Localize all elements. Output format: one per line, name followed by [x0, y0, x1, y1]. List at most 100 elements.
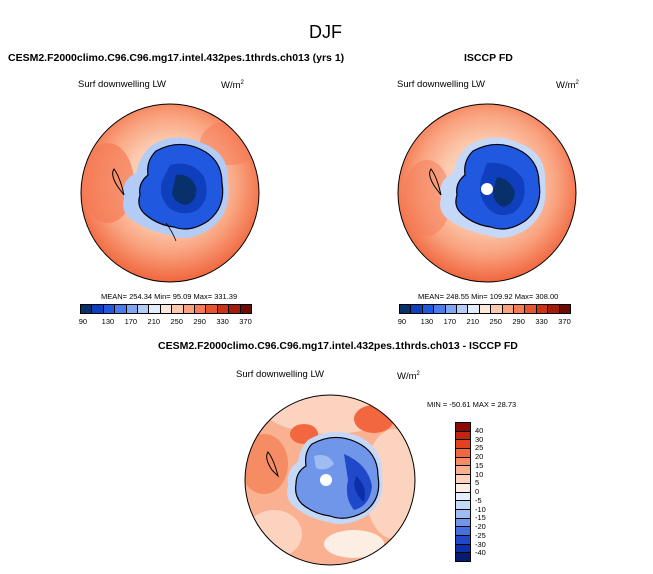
colorbar-swatch	[137, 305, 149, 313]
colorbar-tick-label: 210	[147, 317, 161, 326]
obs-panel-title: ISCCP FD	[464, 52, 513, 64]
model-stats: MEAN= 254.34 Min= 95.09 Max= 331.39	[101, 292, 238, 301]
colorbar-tick-label: -20	[475, 522, 486, 531]
colorbar-swatch	[456, 456, 470, 466]
colorbar-tick-label: 290	[512, 317, 525, 326]
colorbar-swatch	[91, 305, 103, 313]
colorbar-swatch	[239, 305, 252, 313]
colorbar-swatch	[456, 500, 470, 509]
colorbar-swatch	[456, 517, 470, 527]
colorbar-swatch	[456, 534, 470, 544]
diff-polar-map	[244, 394, 416, 566]
obs-colorbar-ticks: 90 130 170 210 250 290 330 370	[397, 317, 571, 327]
colorbar-swatch	[194, 305, 206, 313]
colorbar-tick-label: 370	[239, 317, 252, 326]
diff-stats: MIN = -50.61 MAX = 28.73	[427, 400, 517, 409]
obs-units-label: W/m2	[556, 80, 579, 92]
colorbar-tick-label: 40	[475, 425, 484, 435]
obs-polar-map	[397, 103, 577, 283]
colorbar-swatch	[205, 305, 217, 313]
colorbar-tick-label: 5	[475, 478, 480, 488]
colorbar-swatch	[456, 482, 470, 492]
diff-variable-label: Surf downwelling LW	[236, 369, 325, 380]
colorbar-tick-label: -40	[475, 548, 486, 558]
diff-pole-hole	[320, 474, 332, 486]
colorbar-tick-label: 130	[420, 317, 434, 326]
diff-units-label: W/m2	[397, 371, 420, 383]
colorbar-swatch	[456, 474, 470, 483]
colorbar-swatch	[456, 491, 470, 501]
colorbar-swatch	[456, 305, 468, 313]
obs-colorbar	[399, 304, 571, 314]
colorbar-swatch	[114, 305, 126, 313]
colorbar-tick-label: -5	[475, 495, 482, 505]
obs-pole-hole	[481, 183, 493, 195]
model-variable-label: Surf downwelling LW	[78, 79, 167, 90]
colorbar-swatch	[558, 305, 571, 313]
colorbar-tick-label: -15	[475, 513, 486, 523]
colorbar-swatch	[467, 305, 479, 313]
colorbar-swatch	[456, 423, 470, 431]
colorbar-swatch	[410, 305, 422, 313]
obs-stats: MEAN= 248.55 Min= 109.92 Max= 308.00	[418, 292, 559, 301]
colorbar-tick-label: -10	[475, 504, 486, 514]
colorbar-swatch	[513, 305, 525, 313]
colorbar-swatch	[456, 526, 470, 535]
colorbar-swatch	[456, 448, 470, 457]
colorbar-tick-label: 370	[558, 317, 571, 326]
colorbar-tick-label: 250	[170, 317, 183, 326]
colorbar-swatch	[456, 508, 470, 518]
diff-colorbar	[455, 422, 471, 562]
colorbar-tick-label: 90	[78, 317, 88, 326]
colorbar-swatch	[456, 543, 470, 553]
diff-panel-title: CESM2.F2000climo.C96.C96.mg17.intel.432p…	[158, 340, 518, 352]
colorbar-swatch	[456, 465, 470, 475]
colorbar-tick-label: 170	[443, 317, 457, 326]
obs-variable-label: Surf downwelling LW	[397, 79, 486, 90]
colorbar-tick-label: 330	[216, 317, 229, 326]
colorbar-tick-label: 170	[124, 317, 138, 326]
colorbar-swatch	[171, 305, 183, 313]
colorbar-tick-label: -30	[475, 539, 486, 549]
colorbar-tick-label: 10	[475, 469, 484, 479]
model-colorbar	[80, 304, 252, 314]
colorbar-swatch	[456, 439, 470, 449]
colorbar-swatch	[433, 305, 445, 313]
model-warm-patch	[82, 143, 134, 223]
colorbar-swatch	[81, 305, 92, 313]
model-colorbar-ticks: 90 130 170 210 250 290 330 370	[78, 317, 252, 327]
colorbar-tick-label: -25	[475, 530, 486, 540]
colorbar-swatch	[400, 305, 411, 313]
colorbar-swatch	[456, 552, 470, 561]
colorbar-tick-label: 250	[489, 317, 502, 326]
colorbar-swatch	[148, 305, 160, 313]
colorbar-tick-label: 130	[101, 317, 115, 326]
figure-title: DJF	[309, 22, 342, 42]
colorbar-tick-label: 330	[535, 317, 548, 326]
colorbar-swatch	[182, 305, 195, 313]
colorbar-swatch	[125, 305, 138, 313]
colorbar-swatch	[456, 430, 470, 440]
colorbar-tick-label: 210	[466, 317, 480, 326]
colorbar-swatch	[228, 305, 240, 313]
colorbar-tick-label: 90	[397, 317, 407, 326]
model-panel-title: CESM2.F2000climo.C96.C96.mg17.intel.432p…	[8, 52, 345, 64]
colorbar-swatch	[421, 305, 434, 313]
colorbar-tick-label: 15	[475, 460, 484, 470]
colorbar-swatch	[490, 305, 502, 313]
model-units-label: W/m2	[221, 80, 244, 92]
colorbar-tick-label: 30	[475, 434, 484, 444]
colorbar-swatch	[501, 305, 514, 313]
colorbar-tick-label: 0	[475, 487, 480, 496]
colorbar-swatch	[216, 305, 229, 313]
colorbar-swatch	[102, 305, 115, 313]
model-polar-map	[80, 103, 260, 283]
colorbar-swatch	[547, 305, 559, 313]
colorbar-swatch	[159, 305, 172, 313]
colorbar-swatch	[444, 305, 457, 313]
colorbar-tick-label: 20	[475, 452, 484, 461]
colorbar-tick-label: 25	[475, 443, 484, 453]
colorbar-tick-label: 290	[193, 317, 206, 326]
colorbar-swatch	[524, 305, 536, 313]
colorbar-swatch	[535, 305, 548, 313]
